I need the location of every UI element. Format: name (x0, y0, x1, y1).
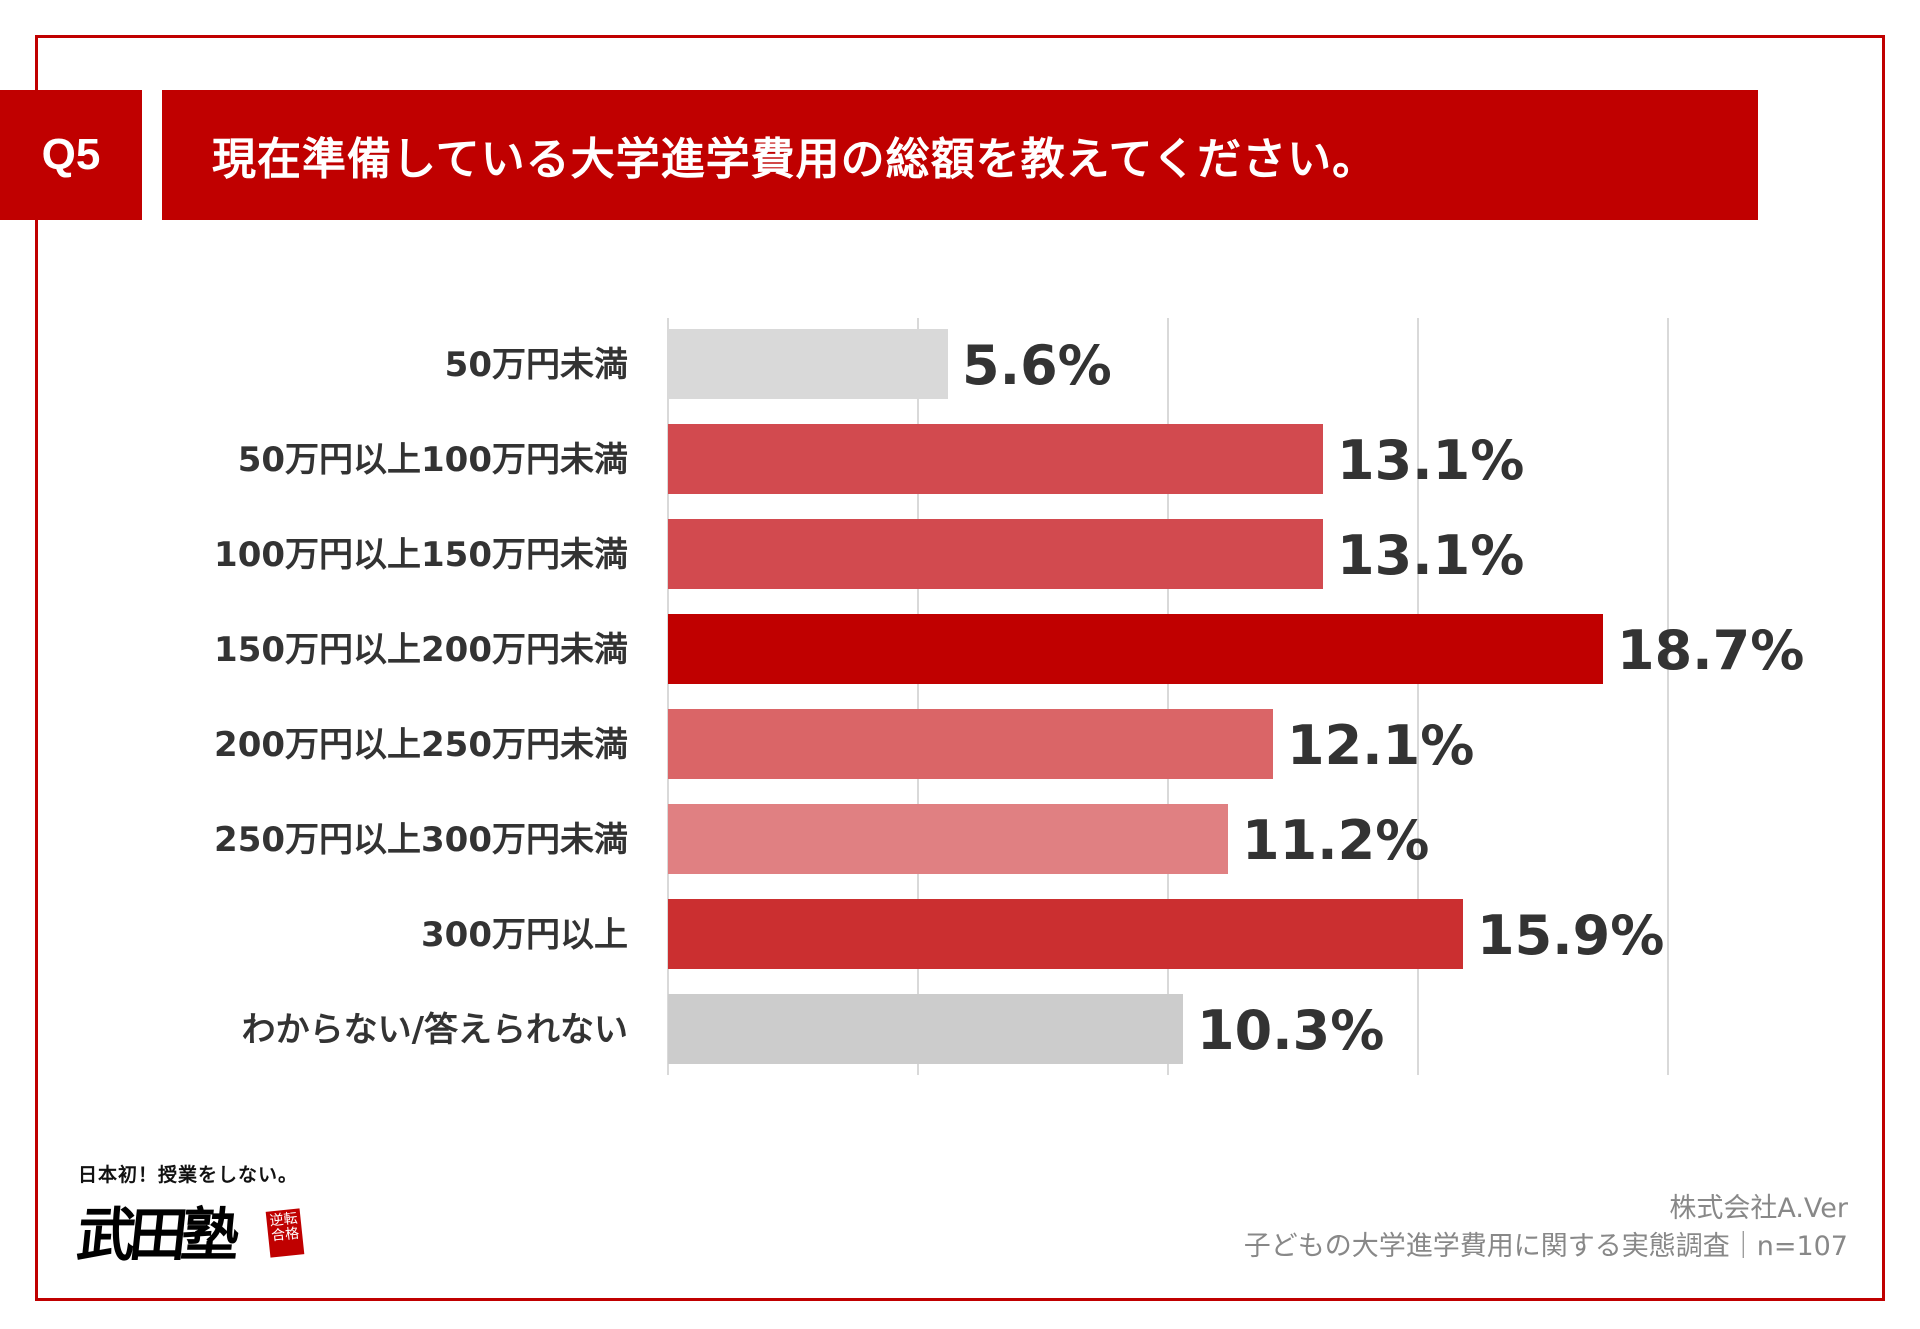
bar (668, 804, 1228, 874)
bar (668, 899, 1463, 969)
value-label: 13.1% (1337, 429, 1524, 492)
bar (668, 994, 1183, 1064)
category-label: 250万円以上300万円未満 (214, 820, 628, 860)
outer-frame (35, 35, 1885, 1301)
value-label: 11.2% (1242, 809, 1429, 872)
question-number-badge: Q5 (0, 90, 142, 220)
logo-tagline: 日本初！授業をしない。 (78, 1164, 299, 1186)
value-label: 12.1% (1287, 714, 1474, 777)
value-label: 13.1% (1337, 524, 1524, 587)
category-label: 200万円以上250万円未満 (214, 725, 628, 765)
value-label: 10.3% (1197, 999, 1384, 1062)
footer-source: 株式会社A.Ver 子どもの大学進学費用に関する実態調査｜n=107 (1244, 1190, 1848, 1266)
bar (668, 519, 1323, 589)
value-label: 15.9% (1477, 904, 1664, 967)
category-label: 50万円以上100万円未満 (238, 440, 628, 480)
category-label: 100万円以上150万円未満 (214, 535, 628, 575)
footer-survey: 子どもの大学進学費用に関する実態調査｜n=107 (1243, 1231, 1848, 1262)
bar (668, 614, 1603, 684)
logo-seal: 逆転合格 (265, 1208, 305, 1258)
value-label: 5.6% (962, 334, 1112, 397)
footer-company: 株式会社A.Ver (1669, 1193, 1848, 1224)
takeda-juku-logo: 日本初！授業をしない。 武田塾 逆転合格 (74, 1160, 318, 1270)
bar (668, 329, 948, 399)
category-label: 50万円未満 (445, 345, 628, 385)
bar (668, 709, 1273, 779)
logo-name: 武田塾 (73, 1201, 238, 1269)
category-label: 150万円以上200万円未満 (214, 630, 628, 670)
question-title: 現在準備している大学進学費用の総額を教えてください。 (162, 90, 1758, 220)
bar (668, 424, 1323, 494)
category-label: わからない/答えられない (242, 1010, 628, 1050)
category-label: 300万円以上 (421, 915, 628, 955)
value-label: 18.7% (1617, 619, 1804, 682)
